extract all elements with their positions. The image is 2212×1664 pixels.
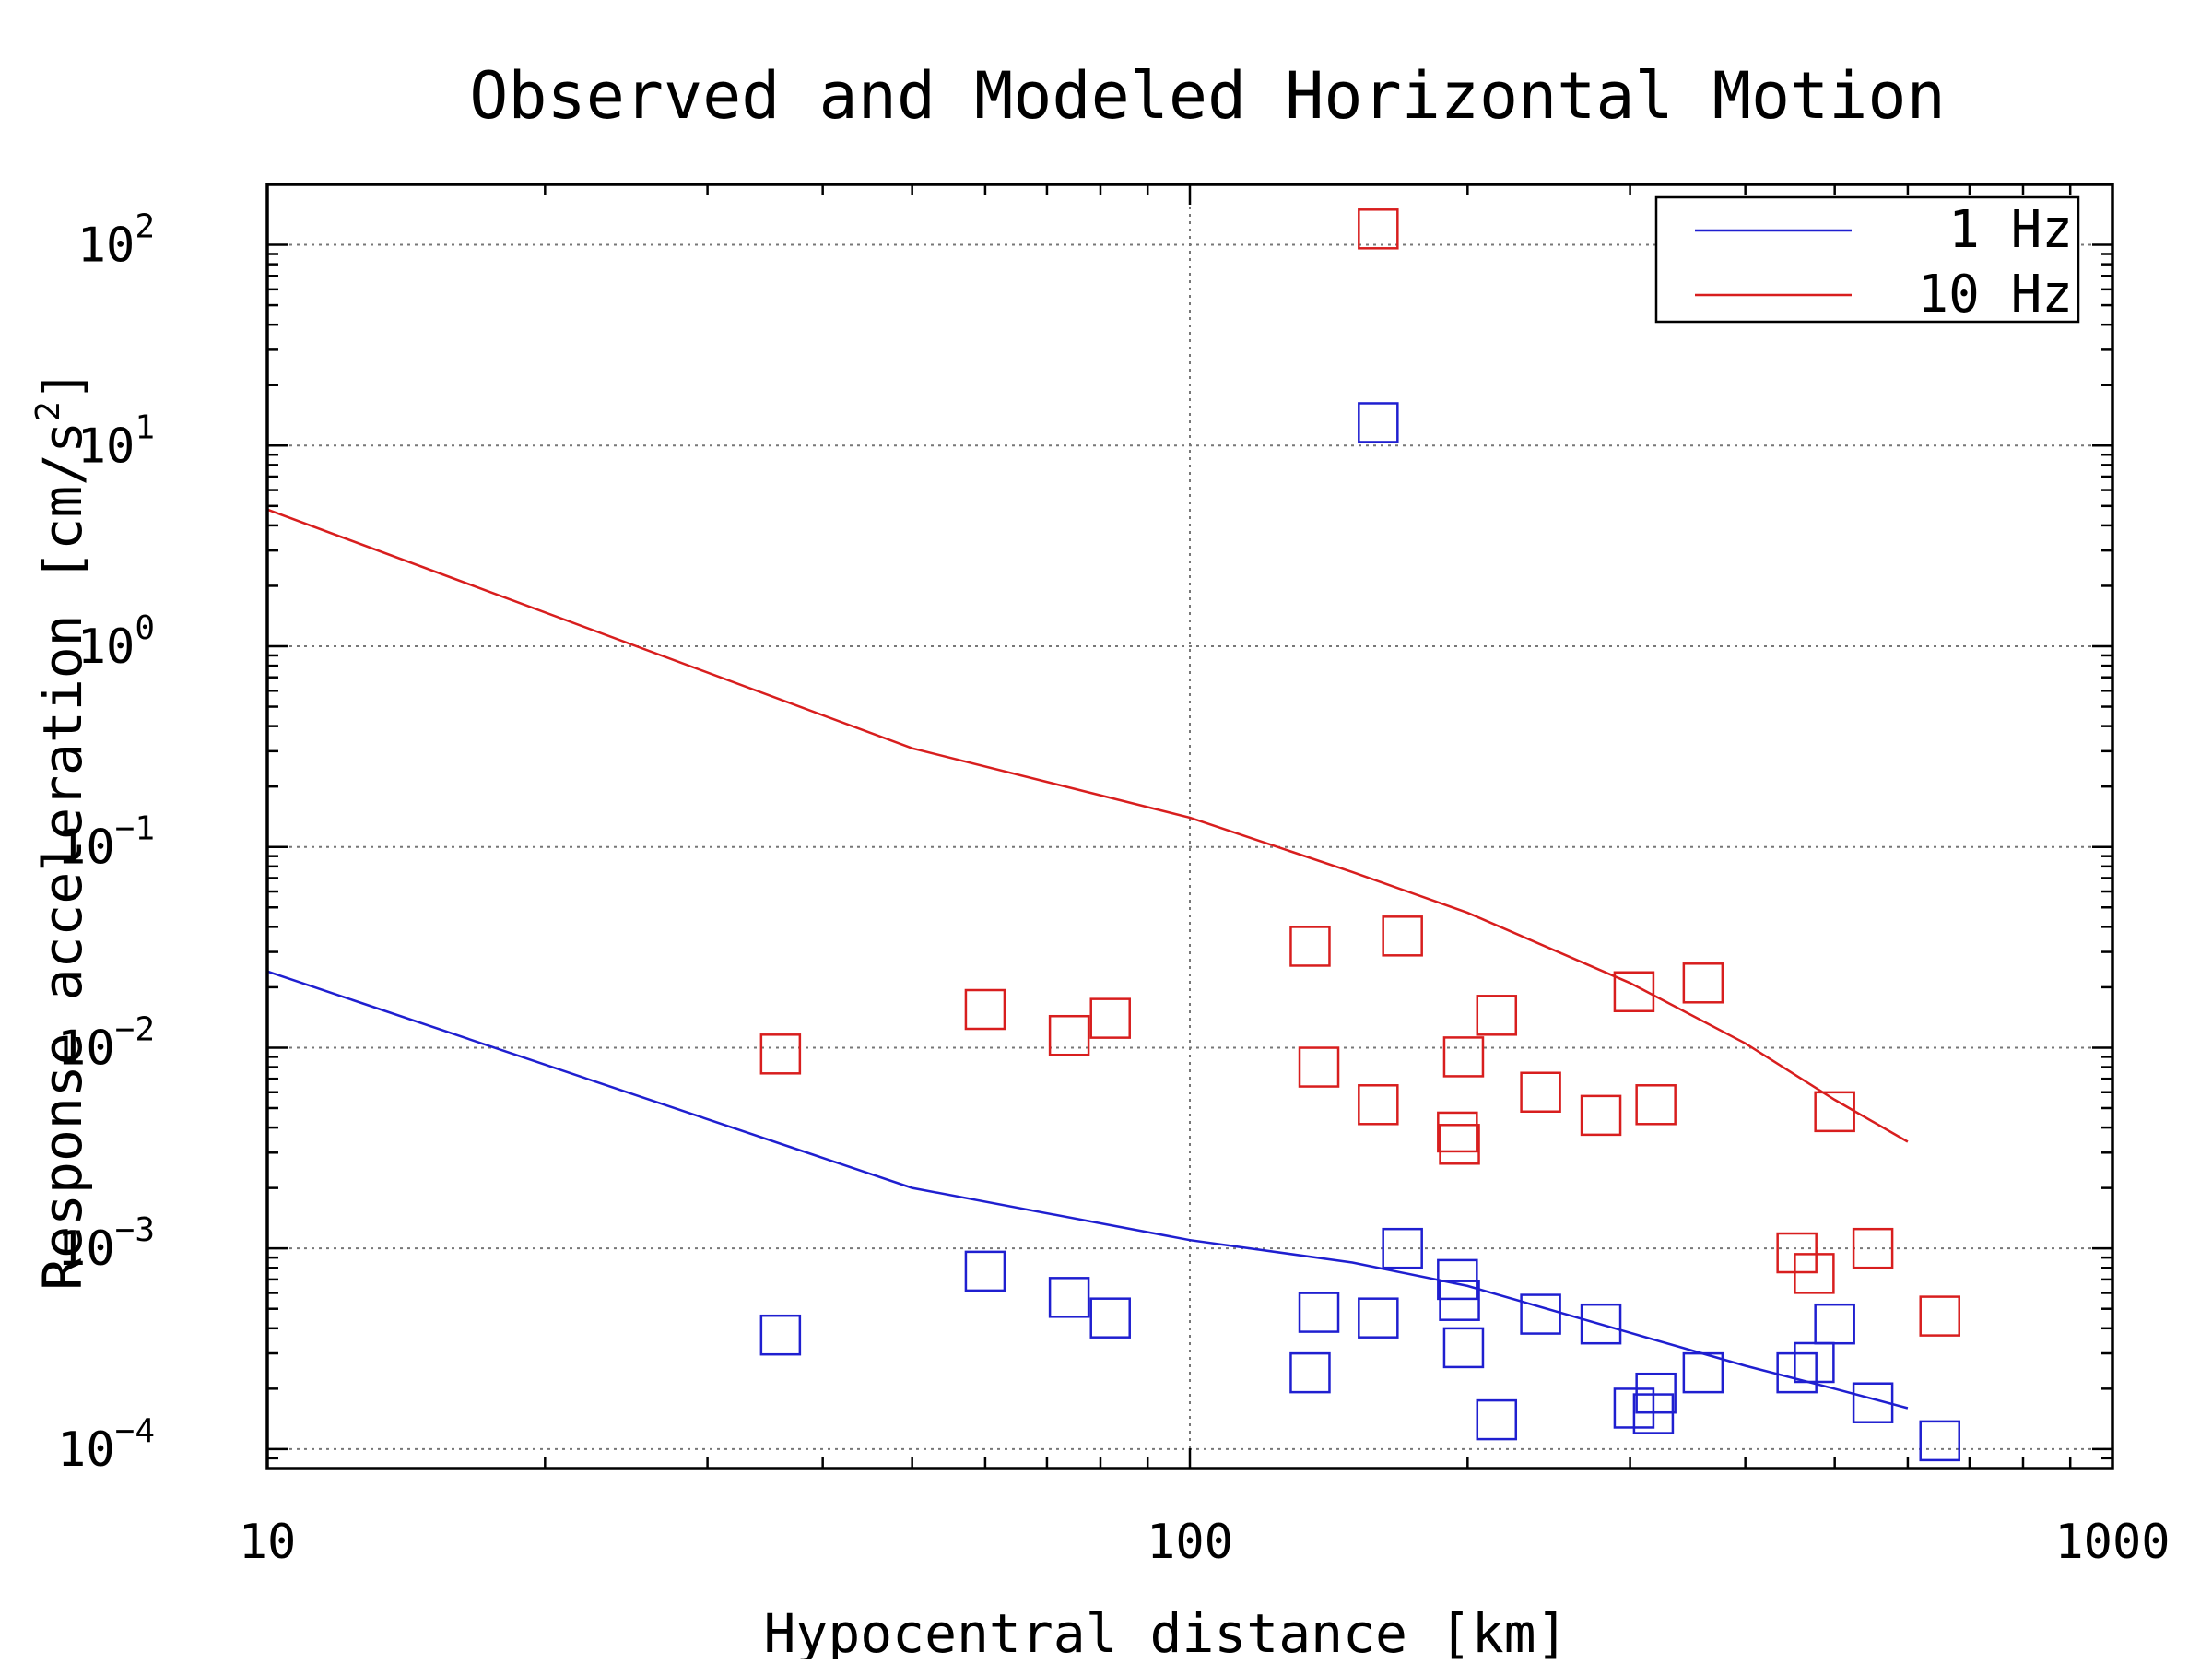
legend-label-0: 1 Hz [1948,200,2073,260]
y-tick-exp-0: −4 [115,1412,155,1450]
marker-3-3 [1089,1297,1131,1339]
marker-3-18 [1794,1341,1835,1384]
marker-2-1 [964,988,1006,1031]
marker-2-12 [1520,1071,1561,1113]
legend-box [1654,195,2080,324]
x-axis-label: Hypocentral distance [km] [764,1602,1569,1659]
y-tick-label-3: 10−1 [57,810,155,876]
marker-2-4 [1289,926,1331,967]
marker-2-6 [1358,1084,1399,1126]
marker-3-6 [1358,1297,1399,1339]
y-tick-label-6: 102 [77,208,155,274]
marker-3-10 [1442,1327,1485,1369]
marker-2-20 [1852,1227,1894,1269]
y-tick-label-5: 101 [77,408,155,474]
marker-2-5 [1298,1046,1340,1088]
y-tick-exp-3: −1 [115,810,155,848]
y-tick-base-4: 10 [77,620,135,675]
marker-2-9 [1439,1124,1480,1165]
y-axis-label: Response acceleration [cm/s2] [29,369,94,1290]
marker-3-9 [1439,1280,1480,1321]
marker-3-1 [964,1250,1006,1292]
marker-3-0 [759,1314,802,1356]
marker-3-8 [1437,1258,1478,1301]
marker-2-18 [1794,1253,1835,1294]
marker-2-15 [1635,1084,1677,1126]
marker-3-2 [1048,1277,1090,1318]
y-axis-label-suffix: ] [31,369,94,401]
marker-2-14 [1613,971,1655,1013]
marker-3-19 [1814,1303,1855,1345]
x-tick-label-1: 100 [1147,1515,1233,1570]
y-tick-label-1: 10−3 [57,1211,155,1277]
y-tick-exp-4: 0 [135,609,155,647]
y-tick-exp-2: −2 [115,1010,155,1048]
chart-title: Observed and Modeled Horizontal Motion [469,58,1945,134]
y-tick-exp-1: −3 [115,1211,155,1249]
series-line-1 [266,508,1909,1143]
marker-2-17 [1776,1232,1818,1274]
marker-3-11 [1476,1398,1518,1441]
marker-3-4 [1289,1351,1331,1394]
marker-2-10 [1442,1036,1485,1078]
marker-3-12 [1520,1293,1561,1335]
grid [266,184,2113,1469]
marker-2-3 [1089,997,1131,1039]
y-tick-base-3: 10 [57,820,115,876]
marker-2-22 [1358,208,1399,250]
marker-3-23 [1632,1393,1675,1434]
y-tick-base-2: 10 [57,1021,115,1076]
marker-3-16 [1682,1351,1724,1394]
y-tick-label-4: 100 [77,609,155,675]
y-tick-label-0: 10−4 [57,1412,155,1478]
plot-series [266,208,1960,1462]
y-tick-label-2: 10−2 [57,1010,155,1076]
y-tick-exp-6: 2 [135,208,155,246]
marker-2-21 [1919,1295,1960,1337]
x-tick-label-0: 10 [239,1515,297,1570]
y-axis-label-main: Response acceleration [cm/s [31,421,94,1291]
marker-3-7 [1382,1227,1423,1269]
y-tick-base-1: 10 [57,1221,115,1277]
marker-2-8 [1437,1111,1478,1153]
marker-2-7 [1382,915,1423,957]
y-axis-label-sup: 2 [29,401,67,421]
marker-2-16 [1682,962,1724,1004]
x-tick-label-2: 1000 [2054,1515,2170,1570]
marker-2-19 [1814,1091,1855,1133]
marker-3-20 [1852,1382,1894,1423]
y-tick-base-0: 10 [57,1422,115,1478]
y-tick-base-6: 10 [77,218,135,274]
marker-2-2 [1048,1014,1090,1056]
marker-3-21 [1919,1420,1960,1462]
marker-3-22 [1358,402,1399,443]
marker-2-11 [1476,995,1518,1036]
marker-3-5 [1298,1292,1340,1333]
legend-label-1: 10 Hz [1917,265,2073,325]
marker-3-17 [1776,1351,1818,1394]
marker-3-13 [1580,1303,1622,1345]
marker-2-0 [759,1033,802,1075]
y-tick-exp-5: 1 [135,408,155,446]
marker-3-15 [1635,1372,1677,1414]
y-tick-base-5: 10 [77,419,135,474]
marker-2-13 [1580,1094,1622,1137]
